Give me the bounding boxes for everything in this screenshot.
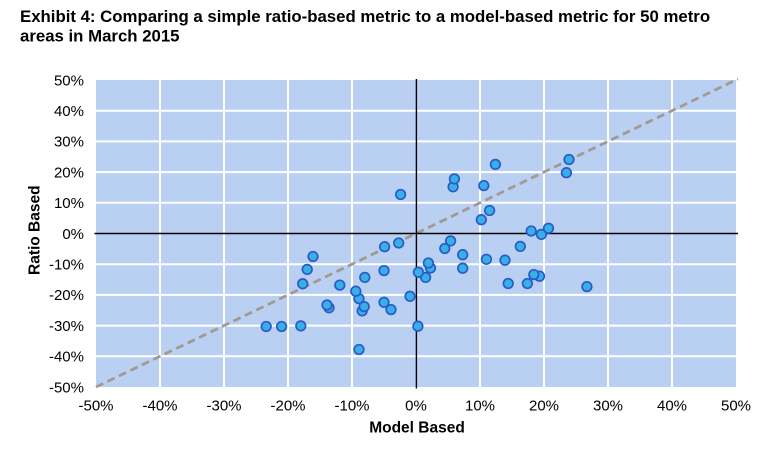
- svg-text:-50%: -50%: [49, 379, 84, 396]
- svg-text:50%: 50%: [721, 398, 751, 415]
- svg-text:30%: 30%: [593, 398, 623, 415]
- svg-text:areas in March 2015: areas in March 2015: [20, 27, 180, 46]
- svg-text:20%: 20%: [54, 164, 84, 181]
- svg-text:Exhibit 4: Comparing a simple: Exhibit 4: Comparing a simple ratio-base…: [20, 7, 710, 26]
- svg-text:-40%: -40%: [142, 398, 177, 415]
- svg-text:-20%: -20%: [270, 398, 305, 415]
- svg-text:-20%: -20%: [49, 287, 84, 304]
- svg-text:10%: 10%: [465, 398, 495, 415]
- svg-text:-10%: -10%: [49, 257, 84, 274]
- svg-text:30%: 30%: [54, 134, 84, 151]
- svg-text:40%: 40%: [657, 398, 687, 415]
- svg-text:Model Based: Model Based: [369, 420, 465, 437]
- svg-text:-40%: -40%: [49, 349, 84, 366]
- svg-text:0%: 0%: [62, 226, 84, 243]
- svg-text:40%: 40%: [54, 103, 84, 120]
- svg-text:0%: 0%: [405, 398, 427, 415]
- svg-text:10%: 10%: [54, 195, 84, 212]
- svg-text:-30%: -30%: [206, 398, 241, 415]
- svg-text:-10%: -10%: [334, 398, 369, 415]
- svg-text:-50%: -50%: [78, 398, 113, 415]
- svg-text:Ratio Based: Ratio Based: [27, 185, 44, 275]
- svg-text:20%: 20%: [529, 398, 559, 415]
- svg-text:-30%: -30%: [49, 318, 84, 335]
- svg-text:50%: 50%: [54, 72, 84, 89]
